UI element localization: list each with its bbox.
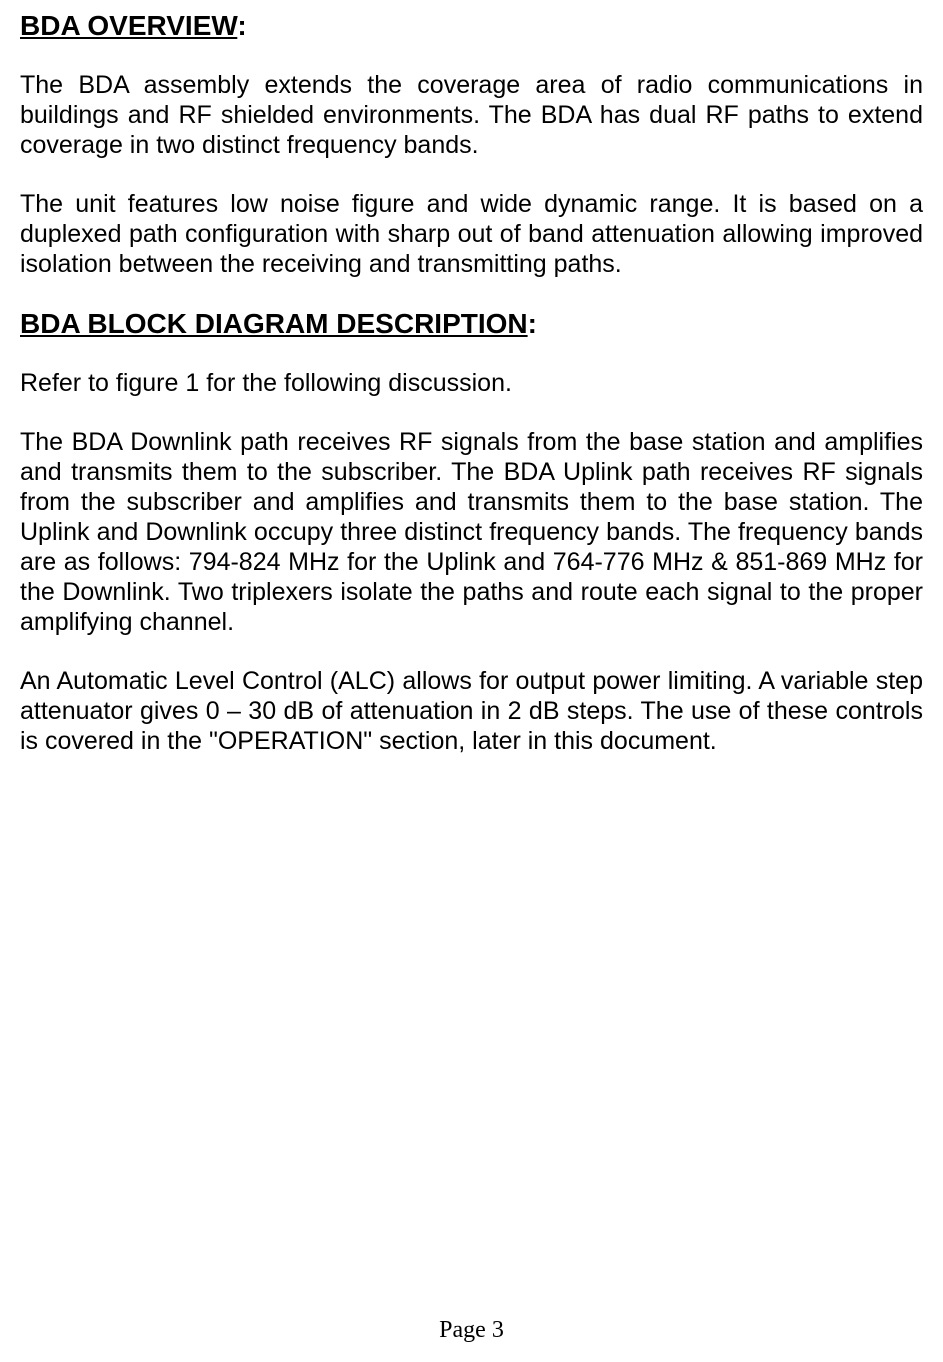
heading-colon: : [528,308,537,339]
heading-text: BDA OVERVIEW [20,10,237,41]
section-heading-block-diagram: BDA BLOCK DIAGRAM DESCRIPTION: [20,308,923,340]
paragraph-block-diagram-1: The BDA Downlink path receives RF signal… [20,427,923,637]
section-heading-overview: BDA OVERVIEW: [20,10,923,42]
paragraph-overview-2: The unit features low noise figure and w… [20,189,923,279]
paragraph-block-diagram-2: An Automatic Level Control (ALC) allows … [20,666,923,756]
heading-text: BDA BLOCK DIAGRAM DESCRIPTION [20,308,528,339]
paragraph-overview-1: The BDA assembly extends the coverage ar… [20,70,923,160]
heading-colon: : [237,10,246,41]
page-footer: Page 3 [0,1317,943,1344]
paragraph-refer-figure: Refer to figure 1 for the following disc… [20,368,923,398]
